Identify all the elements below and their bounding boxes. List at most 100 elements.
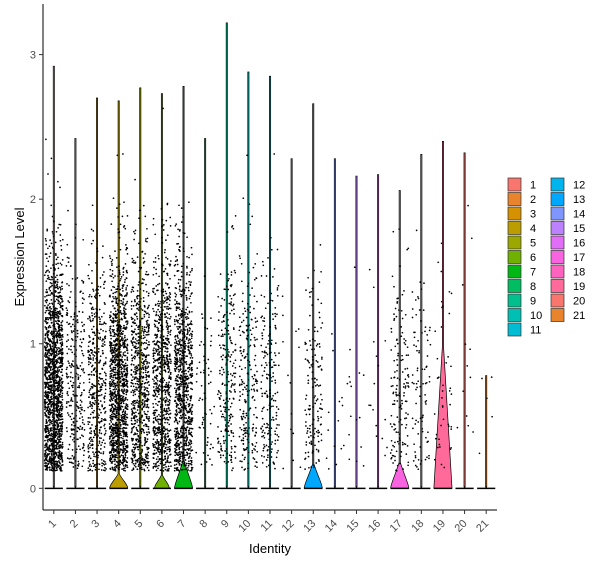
data-point [154, 233, 157, 236]
data-point [114, 469, 116, 472]
data-point [165, 356, 168, 359]
data-point [61, 415, 63, 418]
data-point [136, 468, 139, 471]
data-point [79, 399, 82, 402]
data-point [131, 333, 133, 336]
data-point [118, 299, 121, 302]
data-point [146, 460, 149, 463]
data-point [147, 343, 149, 346]
data-point [156, 461, 159, 464]
data-point [111, 259, 114, 261]
data-point [163, 417, 166, 420]
data-point [50, 360, 53, 363]
data-point [134, 328, 136, 331]
data-point [65, 265, 68, 267]
data-point [167, 465, 170, 468]
data-point [138, 461, 141, 463]
data-point [134, 419, 137, 422]
data-point [58, 327, 60, 330]
data-point [55, 358, 58, 361]
data-point [118, 439, 120, 441]
data-point [44, 368, 47, 370]
data-point [53, 410, 56, 412]
data-point [44, 452, 47, 455]
data-point [144, 464, 147, 467]
data-point [160, 420, 163, 422]
data-point [122, 402, 125, 405]
data-point [76, 401, 78, 404]
data-point [58, 461, 61, 464]
data-point [126, 300, 129, 303]
data-point [140, 335, 143, 337]
data-point [144, 358, 147, 361]
data-point [89, 468, 92, 471]
data-point [50, 278, 52, 281]
data-point [169, 264, 171, 267]
data-point [44, 253, 47, 255]
data-point [77, 378, 80, 381]
data-point [157, 289, 159, 292]
data-point [81, 325, 84, 327]
data-point [61, 392, 64, 395]
data-point [46, 466, 48, 469]
data-point [120, 317, 123, 320]
data-point [112, 197, 115, 200]
data-point [124, 227, 127, 230]
data-point [109, 419, 112, 422]
data-point [47, 386, 50, 388]
data-point [93, 429, 96, 432]
data-point [110, 223, 113, 225]
data-point [83, 323, 85, 326]
data-point [125, 393, 128, 396]
data-point [146, 387, 149, 390]
data-point [59, 186, 61, 189]
data-point [145, 326, 148, 329]
data-point [147, 306, 150, 309]
data-point [54, 363, 57, 366]
data-point [60, 428, 63, 431]
data-point [152, 361, 155, 364]
data-point [120, 462, 123, 464]
data-point [168, 303, 171, 306]
data-point [130, 354, 133, 356]
data-point [125, 421, 127, 423]
data-point [80, 368, 83, 371]
data-point [118, 404, 121, 407]
data-point [122, 395, 125, 398]
data-point [51, 368, 54, 371]
data-point [141, 401, 143, 404]
data-point [102, 338, 105, 341]
data-point [56, 274, 58, 277]
data-point [155, 350, 158, 353]
data-point [159, 448, 162, 451]
data-point [109, 468, 112, 470]
data-point [61, 406, 64, 408]
data-point [88, 465, 91, 467]
data-point [81, 311, 84, 313]
data-point [82, 454, 85, 457]
data-point [79, 382, 81, 385]
data-point [59, 302, 62, 304]
data-point [125, 294, 128, 297]
data-point [162, 288, 165, 291]
data-point [121, 356, 124, 358]
data-point [58, 378, 61, 381]
data-point [147, 312, 149, 315]
data-point [118, 318, 121, 321]
data-point [47, 399, 50, 402]
data-point [141, 403, 143, 406]
data-point [152, 349, 155, 352]
data-point [114, 459, 117, 461]
data-point [46, 336, 49, 338]
data-point [161, 458, 164, 461]
data-point [155, 348, 157, 350]
data-point [170, 465, 172, 467]
data-point [104, 427, 106, 430]
data-point [134, 368, 136, 371]
data-point [61, 238, 64, 241]
data-point [44, 271, 47, 274]
data-point [87, 447, 90, 450]
data-point [100, 444, 102, 446]
data-point [104, 461, 106, 463]
data-point [133, 433, 135, 436]
